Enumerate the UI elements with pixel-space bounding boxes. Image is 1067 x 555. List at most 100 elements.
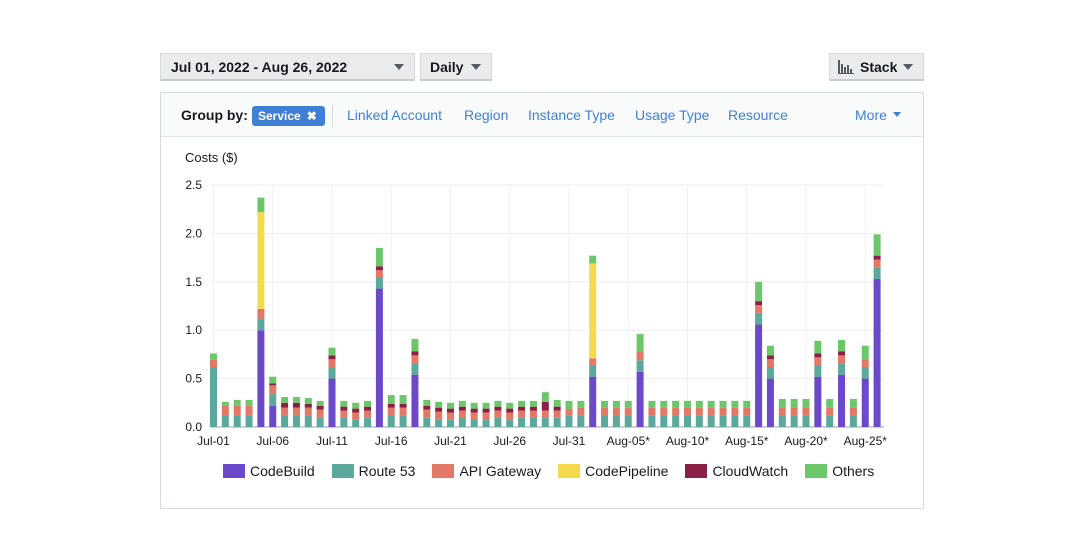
bar-segment-api-gateway[interactable] <box>364 410 372 418</box>
bar-segment-api-gateway[interactable] <box>518 410 526 418</box>
bar-segment-others[interactable] <box>814 340 822 354</box>
bar-segment-api-gateway[interactable] <box>304 407 312 416</box>
bar-segment-cloudwatch[interactable] <box>292 402 300 408</box>
bar-segment-others[interactable] <box>245 399 253 406</box>
bar-segment-codebuild[interactable] <box>411 374 419 427</box>
bar-segment-api-gateway[interactable] <box>399 407 407 416</box>
bar-segment-route-53[interactable] <box>565 415 573 427</box>
bar-segment-others[interactable] <box>387 395 395 404</box>
bar-segment-route-53[interactable] <box>589 365 597 377</box>
bar-segment-api-gateway[interactable] <box>257 308 265 319</box>
bar-segment-others[interactable] <box>624 400 632 408</box>
bar-segment-api-gateway[interactable] <box>802 407 810 416</box>
bar-segment-api-gateway[interactable] <box>790 407 798 416</box>
bar-segment-others[interactable] <box>435 401 443 408</box>
bar-segment-cloudwatch[interactable] <box>518 406 526 411</box>
bar-segment-route-53[interactable] <box>612 415 620 427</box>
bar-segment-route-53[interactable] <box>447 419 454 427</box>
bar-segment-route-53[interactable] <box>838 363 846 375</box>
bar-segment-others[interactable] <box>778 398 786 408</box>
bar-segment-others[interactable] <box>447 402 454 409</box>
bar-segment-cloudwatch[interactable] <box>352 408 360 413</box>
bar-segment-cloudwatch[interactable] <box>340 406 348 411</box>
bar-segment-route-53[interactable] <box>684 415 691 427</box>
bar-segment-api-gateway[interactable] <box>684 407 691 416</box>
bar-segment-cloudwatch[interactable] <box>553 406 561 411</box>
bar-segment-route-53[interactable] <box>435 419 443 427</box>
bar-segment-route-53[interactable] <box>506 419 514 427</box>
bar-segment-api-gateway[interactable] <box>494 410 502 418</box>
bar-segment-route-53[interactable] <box>470 419 478 427</box>
bar-segment-others[interactable] <box>802 398 810 408</box>
bar-segment-others[interactable] <box>755 281 763 302</box>
bar-segment-others[interactable] <box>873 234 881 256</box>
bar-segment-others[interactable] <box>328 347 336 356</box>
bar-segment-others[interactable] <box>399 395 407 404</box>
bar-segment-cloudwatch[interactable] <box>387 403 395 408</box>
bar-segment-codebuild[interactable] <box>328 378 336 427</box>
bar-segment-codebuild[interactable] <box>873 278 881 427</box>
bar-segment-api-gateway[interactable] <box>316 409 324 418</box>
bar-segment-codepipeline[interactable] <box>589 263 597 359</box>
bar-segment-api-gateway[interactable] <box>221 405 229 416</box>
bar-segment-route-53[interactable] <box>672 415 680 427</box>
bar-segment-api-gateway[interactable] <box>435 411 443 420</box>
bar-segment-api-gateway[interactable] <box>672 407 680 416</box>
legend-item-route-53[interactable]: Route 53 <box>331 463 415 479</box>
bar-segment-api-gateway[interactable] <box>482 412 490 420</box>
bar-segment-cloudwatch[interactable] <box>873 255 881 260</box>
bar-segment-api-gateway[interactable] <box>210 359 217 367</box>
bar-segment-api-gateway[interactable] <box>636 351 644 361</box>
group-by-usage-type[interactable]: Usage Type <box>635 107 710 123</box>
bar-segment-others[interactable] <box>423 399 431 406</box>
legend-item-codepipeline[interactable]: CodePipeline <box>558 463 668 479</box>
bar-segment-api-gateway[interactable] <box>375 270 383 277</box>
legend-item-codebuild[interactable]: CodeBuild <box>223 463 315 479</box>
bar-segment-route-53[interactable] <box>778 415 786 427</box>
bar-segment-api-gateway[interactable] <box>755 305 763 313</box>
bar-segment-cloudwatch[interactable] <box>447 408 454 413</box>
bar-segment-route-53[interactable] <box>766 366 774 379</box>
bar-segment-route-53[interactable] <box>577 415 585 427</box>
bar-segment-route-53[interactable] <box>245 415 253 427</box>
bar-segment-route-53[interactable] <box>221 415 229 427</box>
bar-segment-route-53[interactable] <box>529 417 537 427</box>
bar-segment-codebuild[interactable] <box>766 378 774 427</box>
bar-segment-route-53[interactable] <box>541 417 549 427</box>
bar-segment-codebuild[interactable] <box>636 371 644 427</box>
bar-segment-others[interactable] <box>210 353 217 360</box>
bar-segment-api-gateway[interactable] <box>423 409 431 418</box>
bar-segment-cloudwatch[interactable] <box>506 408 514 413</box>
bar-segment-others[interactable] <box>411 338 419 352</box>
close-icon[interactable]: ✖ <box>306 109 317 123</box>
bar-segment-cloudwatch[interactable] <box>269 383 277 386</box>
bar-segment-api-gateway[interactable] <box>245 405 253 416</box>
bar-segment-route-53[interactable] <box>292 415 300 427</box>
bar-segment-cloudwatch[interactable] <box>482 408 490 413</box>
bar-segment-api-gateway[interactable] <box>292 407 300 416</box>
bar-segment-route-53[interactable] <box>423 417 431 427</box>
bar-segment-cloudwatch[interactable] <box>435 407 443 412</box>
bar-segment-others[interactable] <box>518 400 526 407</box>
bar-segment-others[interactable] <box>458 400 466 407</box>
bar-segment-route-53[interactable] <box>861 366 869 379</box>
bar-segment-others[interactable] <box>849 398 857 408</box>
legend-item-others[interactable]: Others <box>805 463 874 479</box>
bar-segment-codebuild[interactable] <box>257 330 265 427</box>
bar-segment-route-53[interactable] <box>707 415 715 427</box>
bar-segment-cloudwatch[interactable] <box>399 403 407 408</box>
bar-segment-others[interactable] <box>494 400 502 407</box>
bar-segment-route-53[interactable] <box>743 415 751 427</box>
bar-segment-cloudwatch[interactable] <box>328 355 336 360</box>
bar-segment-route-53[interactable] <box>553 417 561 427</box>
bar-segment-route-53[interactable] <box>210 366 217 427</box>
bar-segment-others[interactable] <box>529 400 537 407</box>
bar-segment-others[interactable] <box>553 399 561 407</box>
bar-segment-api-gateway[interactable] <box>589 358 597 366</box>
bar-segment-api-gateway[interactable] <box>624 407 632 416</box>
bar-segment-api-gateway[interactable] <box>340 410 348 418</box>
bar-segment-route-53[interactable] <box>387 415 395 427</box>
bar-segment-others[interactable] <box>672 400 680 408</box>
bar-segment-others[interactable] <box>375 247 383 267</box>
bar-segment-route-53[interactable] <box>399 415 407 427</box>
